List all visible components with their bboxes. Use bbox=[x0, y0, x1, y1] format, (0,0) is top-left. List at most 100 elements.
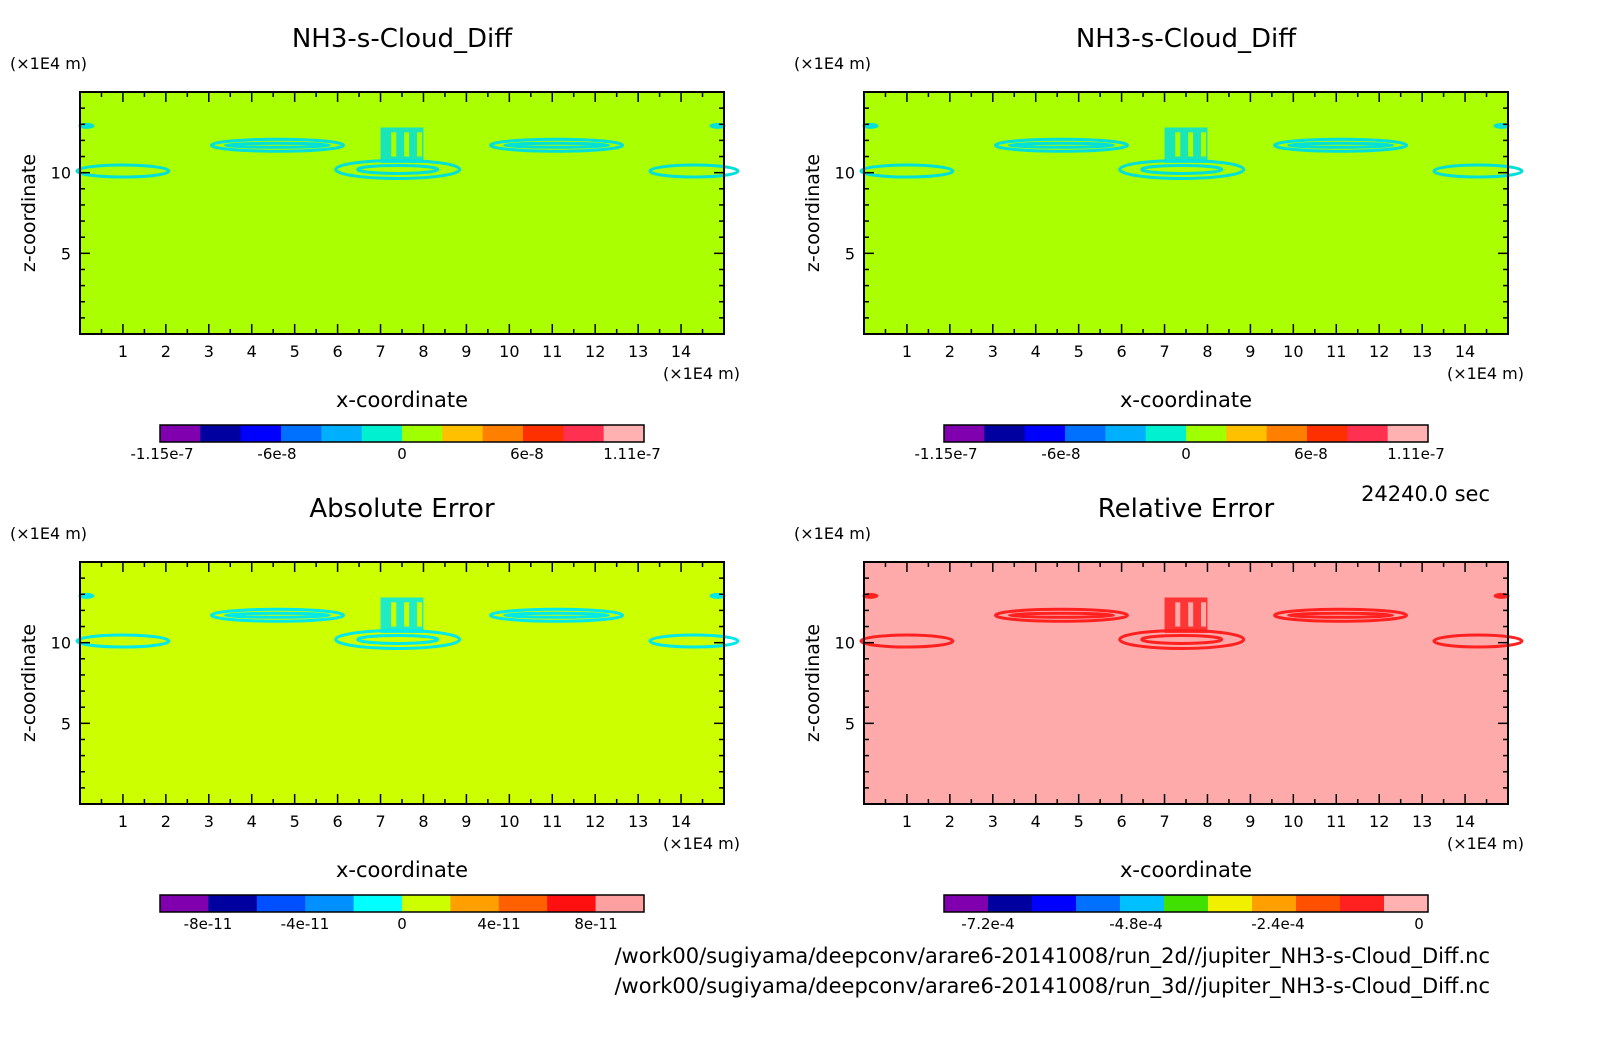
colorbar-tick-label: 0 bbox=[1181, 445, 1191, 463]
x-tick-label: 1 bbox=[902, 812, 912, 831]
y-tick-label: 5 bbox=[845, 244, 855, 263]
colorbar-swatch bbox=[240, 425, 282, 442]
footer-path-3d: /work00/sugiyama/deepconv/arare6-2014100… bbox=[614, 974, 1490, 998]
x-tick-label: 5 bbox=[1074, 342, 1084, 361]
heatmap-features bbox=[859, 607, 1524, 650]
colorbar-swatch bbox=[1186, 425, 1227, 442]
x-tick-label: 11 bbox=[1326, 342, 1346, 361]
cloud-contour bbox=[356, 633, 440, 645]
colorbar-tick-label: 1.11e-7 bbox=[603, 445, 661, 463]
x-tick-label: 3 bbox=[988, 342, 998, 361]
x-tick-label: 7 bbox=[1159, 812, 1169, 831]
x-tick-label: 5 bbox=[1074, 812, 1084, 831]
chart-title: NH3-s-Cloud_Diff bbox=[292, 24, 513, 54]
cloud-tower bbox=[380, 127, 424, 163]
y-unit-label: (×1E4 m) bbox=[10, 524, 87, 543]
cloud-tower-gap bbox=[417, 132, 423, 157]
x-tick-label: 10 bbox=[499, 812, 519, 831]
colorbar-swatch bbox=[442, 425, 484, 442]
y-tick-label: 5 bbox=[61, 714, 71, 733]
x-unit-label: (×1E4 m) bbox=[1447, 364, 1524, 383]
colorbar-swatch bbox=[563, 425, 605, 442]
x-axis-label: x-coordinate bbox=[336, 858, 468, 882]
footer-path-2d: /work00/sugiyama/deepconv/arare6-2014100… bbox=[614, 944, 1490, 968]
y-tick-label: 10 bbox=[835, 164, 855, 183]
x-tick-label: 14 bbox=[1455, 812, 1475, 831]
colorbar-tick-label: -4.8e-4 bbox=[1109, 915, 1162, 933]
chart-title: Relative Error bbox=[1098, 494, 1275, 524]
cloud-tower-gap bbox=[1188, 602, 1194, 627]
cloud-contour bbox=[209, 607, 345, 623]
colorbar-tick-label: 1.11e-7 bbox=[1387, 445, 1445, 463]
colorbar-tick-label: 4e-11 bbox=[477, 915, 520, 933]
cloud-contour bbox=[75, 163, 171, 179]
colorbar-swatch bbox=[1384, 895, 1429, 912]
x-tick-label: 14 bbox=[1455, 342, 1475, 361]
colorbar-swatch bbox=[1120, 895, 1165, 912]
colorbar-swatch bbox=[402, 895, 451, 912]
x-tick-label: 8 bbox=[1202, 812, 1212, 831]
heatmap-features bbox=[75, 137, 740, 180]
colorbar-swatch bbox=[1164, 895, 1209, 912]
colorbar-swatch bbox=[1307, 425, 1348, 442]
colorbar-swatch bbox=[256, 895, 306, 912]
colorbar-swatch bbox=[281, 425, 322, 442]
colorbar-swatch bbox=[1208, 895, 1253, 912]
colorbar-swatch bbox=[944, 425, 985, 442]
x-tick-label: 12 bbox=[585, 812, 605, 831]
cloud-tower bbox=[380, 597, 424, 633]
colorbar-swatch bbox=[1024, 425, 1066, 442]
colorbar-swatch bbox=[305, 895, 355, 912]
cloud-contour bbox=[503, 611, 611, 619]
x-tick-label: 2 bbox=[161, 812, 171, 831]
y-tick-label: 10 bbox=[835, 634, 855, 653]
cloud-tower bbox=[1164, 597, 1208, 633]
colorbar-swatch bbox=[1387, 425, 1429, 442]
x-tick-label: 13 bbox=[628, 342, 648, 361]
x-tick-label: 6 bbox=[1117, 812, 1127, 831]
colorbar-tick-label: -8e-11 bbox=[184, 915, 233, 933]
colorbar-tick-label: 0 bbox=[397, 445, 407, 463]
x-tick-label: 9 bbox=[461, 812, 471, 831]
colorbar-swatch bbox=[1065, 425, 1106, 442]
x-tick-label: 4 bbox=[1031, 342, 1041, 361]
colorbar-tick-label: 6e-8 bbox=[1294, 445, 1328, 463]
x-tick-label: 12 bbox=[585, 342, 605, 361]
chart-panel: Absolute Error(×1E4 m)1 2 3 4 5 6 7 8 9 10 11 12 13 1… bbox=[10, 494, 740, 933]
colorbar-tick-label: -4e-11 bbox=[281, 915, 330, 933]
colorbar-swatch bbox=[402, 425, 443, 442]
colorbar-swatch bbox=[595, 895, 645, 912]
cloud-tower-gap bbox=[417, 602, 423, 627]
x-tick-label: 12 bbox=[1369, 342, 1389, 361]
x-tick-label: 11 bbox=[542, 342, 562, 361]
y-axis-label: z-coordinate bbox=[802, 624, 824, 742]
x-tick-label: 6 bbox=[333, 812, 343, 831]
x-tick-label: 9 bbox=[461, 342, 471, 361]
cloud-contour bbox=[356, 163, 440, 175]
colorbar-swatch bbox=[1226, 425, 1268, 442]
colorbar-swatch bbox=[1145, 425, 1187, 442]
cloud-contour bbox=[648, 633, 740, 649]
x-unit-label: (×1E4 m) bbox=[663, 364, 740, 383]
cloud-tower-gap bbox=[404, 602, 410, 627]
colorbar-swatch bbox=[321, 425, 363, 442]
x-tick-label: 5 bbox=[290, 342, 300, 361]
y-unit-label: (×1E4 m) bbox=[10, 54, 87, 73]
cloud-contour bbox=[75, 633, 171, 649]
cloud-contour bbox=[993, 137, 1129, 153]
cloud-contour bbox=[1140, 633, 1224, 645]
colorbar-swatch bbox=[1296, 895, 1341, 912]
x-tick-label: 10 bbox=[1283, 342, 1303, 361]
colorbar-swatch bbox=[1076, 895, 1121, 912]
x-tick-label: 2 bbox=[945, 812, 955, 831]
x-tick-label: 8 bbox=[418, 342, 428, 361]
chart-title: NH3-s-Cloud_Diff bbox=[1076, 24, 1297, 54]
cloud-contour bbox=[1273, 137, 1409, 153]
colorbar-swatch bbox=[1252, 895, 1297, 912]
cloud-contour bbox=[223, 141, 331, 149]
y-tick-label: 10 bbox=[51, 634, 71, 653]
x-axis-label: x-coordinate bbox=[1120, 858, 1252, 882]
colorbar-swatch bbox=[603, 425, 645, 442]
cloud-contour bbox=[1273, 607, 1409, 623]
x-tick-label: 14 bbox=[671, 812, 691, 831]
